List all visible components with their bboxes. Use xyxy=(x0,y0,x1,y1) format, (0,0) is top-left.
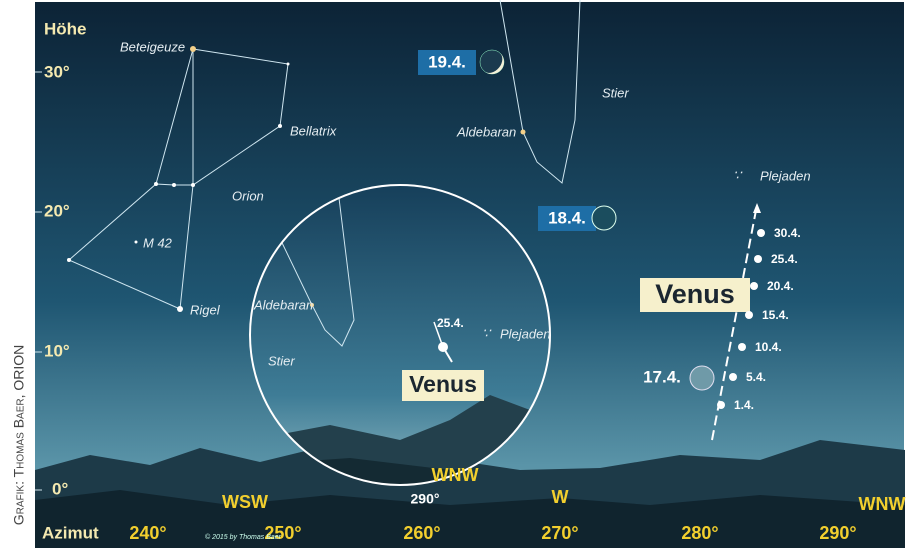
venus-label: Venus xyxy=(409,371,477,397)
altitude-label: 0° xyxy=(52,479,68,498)
altitude-label: 30° xyxy=(44,62,70,81)
copyright: © 2015 by Thomas Baer xyxy=(205,533,282,541)
azimuth-title: Azimut xyxy=(42,523,99,542)
star-label: Aldebaran xyxy=(456,124,516,139)
star-label: Aldebaran xyxy=(253,297,313,312)
star-label: Plejaden xyxy=(500,326,551,341)
constellation-label: Stier xyxy=(602,85,629,100)
altitude-label: 10° xyxy=(44,341,70,360)
venus-date: 25.4. xyxy=(437,316,464,330)
altitude-title: Höhe xyxy=(44,19,87,38)
moon xyxy=(690,366,714,390)
star xyxy=(521,130,526,135)
constellation-label: Orion xyxy=(232,188,264,203)
venus-date: 5.4. xyxy=(746,370,766,384)
page: Grafik: Thomas Baer, ORION Höhe 30° 20° … xyxy=(0,0,906,549)
star-label: Bellatrix xyxy=(290,123,337,138)
azimuth-label: 280° xyxy=(681,523,718,543)
azimuth-label: 290° xyxy=(411,491,440,507)
venus-date: 1.4. xyxy=(734,398,754,412)
venus-date: 20.4. xyxy=(767,279,794,293)
azimuth-label: 240° xyxy=(129,523,166,543)
venus-date: 25.4. xyxy=(771,252,798,266)
moon xyxy=(592,206,616,230)
sky-chart: Grafik: Thomas Baer, ORION Höhe 30° 20° … xyxy=(0,0,906,549)
venus-date: 10.4. xyxy=(755,340,782,354)
moon-date: 17.4. xyxy=(643,367,681,386)
azimuth-label: 290° xyxy=(819,523,856,543)
credit: Grafik: Thomas Baer, ORION xyxy=(11,345,27,526)
venus-label: Venus xyxy=(655,279,735,309)
venus-date: 30.4. xyxy=(774,226,801,240)
moon-date: 18.4. xyxy=(548,208,586,227)
constellation-label: Stier xyxy=(268,353,295,368)
star-label: Plejaden xyxy=(760,168,811,183)
direction: W xyxy=(552,487,569,507)
azimuth-label: 260° xyxy=(403,523,440,543)
moon-date: 19.4. xyxy=(428,52,466,71)
azimuth-label: 270° xyxy=(541,523,578,543)
altitude-label: 20° xyxy=(44,201,70,220)
direction: WSW xyxy=(222,492,268,512)
star-label: Rigel xyxy=(190,302,221,317)
star-label: Beteigeuze xyxy=(120,39,185,54)
direction: WNW xyxy=(432,465,479,485)
venus-date: 15.4. xyxy=(762,308,789,322)
direction: WNW xyxy=(859,494,906,514)
star-label: M 42 xyxy=(143,235,173,250)
